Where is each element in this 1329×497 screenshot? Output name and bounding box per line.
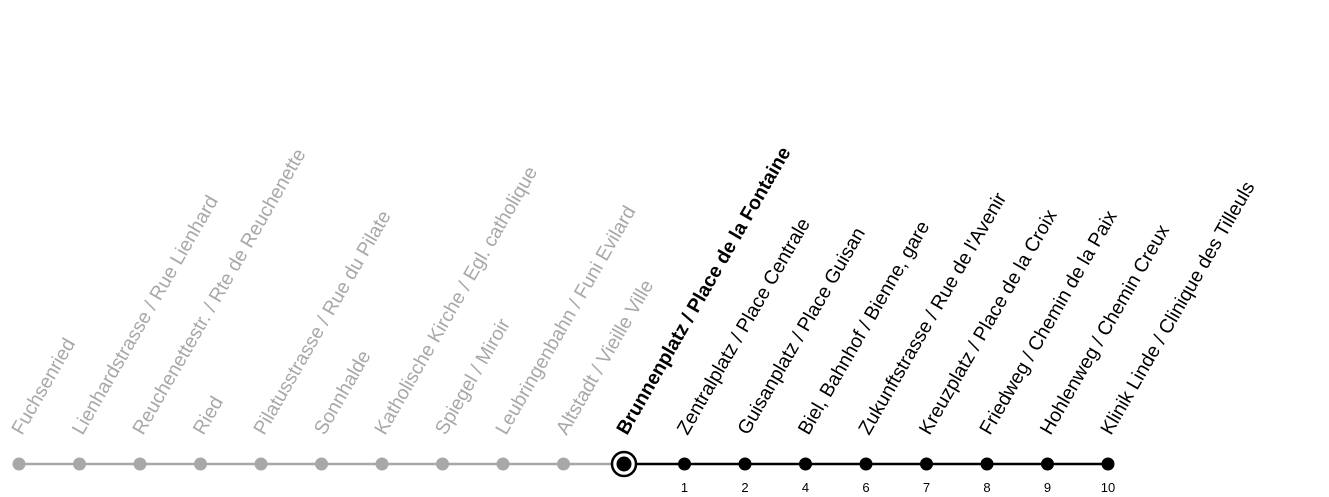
stop-dot-katholische-kirche-egl-catholique: [375, 457, 389, 471]
minutes-label: 6: [862, 480, 869, 495]
stop-dot-pilatusstrasse-rue-du-pilate: [254, 457, 268, 471]
stop-label-ried: Ried: [189, 393, 228, 439]
minutes-label: 2: [741, 480, 748, 495]
stop-dot-leubringenbahn-funi-evilard: [496, 457, 510, 471]
minutes-label: 9: [1044, 480, 1051, 495]
stop-label-fuchsenried: Fuchsenried: [7, 335, 80, 439]
stop-dot-friedweg-chemin-de-la-paix: [980, 457, 994, 471]
minutes-label: 7: [923, 480, 930, 495]
minutes-label: 4: [802, 480, 809, 495]
stop-dot-fuchsenried: [12, 457, 26, 471]
stop-dot-klinik-linde-clinique-des-tilleuls: [1101, 457, 1115, 471]
stop-dot-kreuzplatz-place-de-la-croix: [920, 457, 933, 471]
minutes-label: 1: [681, 480, 688, 495]
stop-dot-biel-bahnhof-bienne-gare: [799, 457, 812, 471]
stop-dot-sonnhalde: [315, 457, 328, 471]
stop-dot-zentralplatz-place-centrale: [678, 457, 691, 471]
current-stop-dot: [616, 456, 632, 472]
stop-dot-guisanplatz-place-guisan: [738, 457, 752, 471]
stop-dot-lienhardstrasse-rue-lienhard: [73, 457, 86, 471]
stop-dot-reuchenettestr-rte-de-reuchenette: [133, 457, 147, 471]
stop-dot-hohlenweg-chemin-creux: [1041, 457, 1054, 471]
stop-dot-spiegel-miroir: [436, 457, 449, 471]
stop-dot-zukunftstrasse-rue-de-l-avenir: [859, 457, 873, 471]
stop-dot-altstadt-vieille-ville: [557, 457, 570, 471]
stop-dot-ried: [194, 457, 207, 471]
stop-label-sonnhalde: Sonnhalde: [310, 347, 376, 439]
minutes-label: 10: [1101, 480, 1115, 495]
minutes-label: 8: [983, 480, 990, 495]
